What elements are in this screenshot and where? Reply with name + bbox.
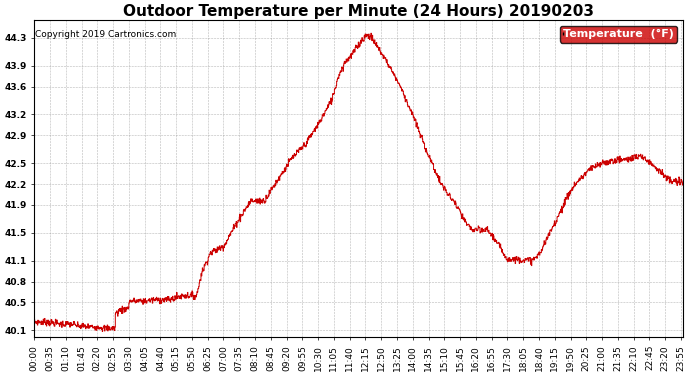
Legend: Temperature  (°F): Temperature (°F) [560,26,678,43]
Title: Outdoor Temperature per Minute (24 Hours) 20190203: Outdoor Temperature per Minute (24 Hours… [123,4,594,19]
Text: Copyright 2019 Cartronics.com: Copyright 2019 Cartronics.com [35,30,177,39]
